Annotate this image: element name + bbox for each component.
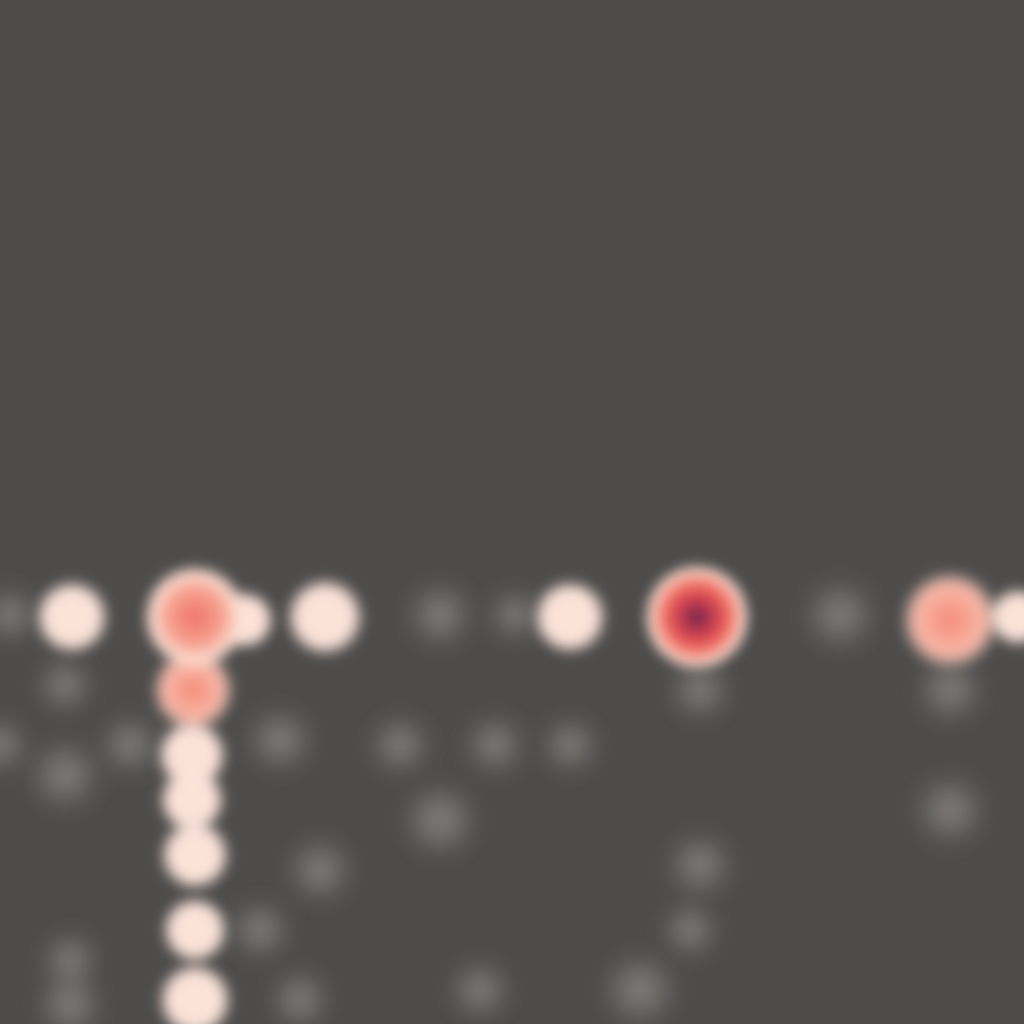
spot <box>159 819 231 891</box>
spot <box>532 579 608 655</box>
spot <box>400 780 480 860</box>
spot <box>912 772 988 848</box>
spot <box>157 962 233 1024</box>
spot <box>268 968 332 1024</box>
spot <box>540 715 600 775</box>
spot <box>600 950 680 1024</box>
spot <box>665 830 735 900</box>
spot <box>915 655 985 725</box>
spot <box>245 705 315 775</box>
hot-spots <box>34 565 1024 1024</box>
spot <box>285 577 365 657</box>
spot <box>802 577 878 653</box>
spot <box>161 896 229 964</box>
spot <box>27 737 103 813</box>
spot <box>405 580 475 650</box>
spot <box>900 570 1000 670</box>
spot <box>35 970 105 1024</box>
spot <box>98 713 162 777</box>
spot <box>0 585 40 645</box>
spot <box>143 565 247 669</box>
spot <box>0 715 30 775</box>
spot <box>228 898 292 962</box>
spot <box>645 565 749 669</box>
spot <box>368 713 432 777</box>
spot <box>463 713 527 777</box>
faint-spots <box>0 577 988 1024</box>
spot <box>151 648 235 732</box>
spot <box>668 658 732 722</box>
spot <box>156 719 228 791</box>
spot <box>35 655 95 715</box>
spot <box>285 835 355 905</box>
spot <box>448 958 512 1022</box>
spot <box>34 579 110 655</box>
spot <box>487 587 543 643</box>
spot <box>660 900 720 960</box>
spot <box>988 587 1024 647</box>
